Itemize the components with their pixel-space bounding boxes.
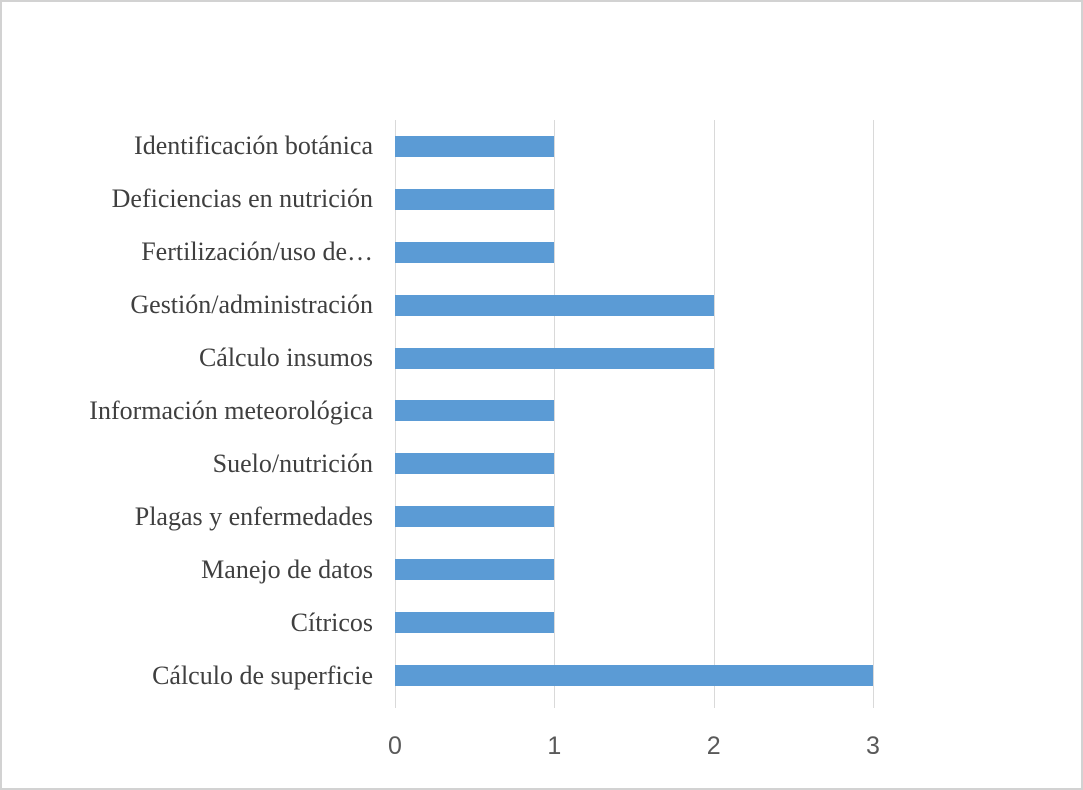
category-label: Cálculo de superficie: [152, 660, 373, 690]
bar-row: [395, 173, 873, 226]
bar-row: [395, 596, 873, 649]
bars-layer: [395, 120, 873, 702]
x-tick-label: 0: [388, 732, 402, 760]
gridline: [554, 120, 556, 708]
bar-row: [395, 332, 873, 385]
category-label: Manejo de datos: [201, 554, 373, 584]
bar: [395, 347, 714, 369]
bar-row: [395, 385, 873, 438]
category-label: Suelo/nutrición: [212, 448, 373, 478]
gridline: [713, 120, 715, 708]
bar: [395, 506, 555, 528]
bar: [395, 665, 873, 687]
category-label: Fertilización/uso de…: [141, 237, 373, 267]
bar: [395, 135, 555, 157]
bar-row: [395, 279, 873, 332]
bar-row: [395, 120, 873, 173]
bar: [395, 612, 555, 634]
bar: [395, 294, 714, 316]
category-axis: Identificación botánica Deficiencias en n…: [2, 120, 373, 702]
bar: [395, 400, 555, 422]
category-label: Identificación botánica: [134, 131, 373, 161]
bar-row: [395, 490, 873, 543]
gridline: [873, 120, 874, 708]
bar: [395, 241, 555, 263]
x-tick-label: 3: [866, 732, 880, 760]
category-label: Información meteorológica: [89, 395, 373, 425]
x-tick-label: 1: [547, 732, 562, 760]
plot-area: 0 1 2 3: [388, 120, 880, 760]
bar: [395, 453, 555, 475]
bar: [395, 559, 555, 581]
x-tick-label: 2: [706, 732, 721, 760]
category-label: Deficiencias en nutrición: [111, 184, 373, 214]
category-label: Cítricos: [290, 607, 373, 637]
bar-row: [395, 226, 873, 279]
bar-row: [395, 437, 873, 490]
category-label: Cálculo insumos: [198, 343, 373, 373]
bar-row: [395, 543, 873, 596]
category-label: Plagas y enfermedades: [134, 501, 373, 531]
category-label: Gestión/administración: [130, 290, 373, 320]
bar-row: [395, 649, 873, 702]
bar: [395, 188, 555, 210]
